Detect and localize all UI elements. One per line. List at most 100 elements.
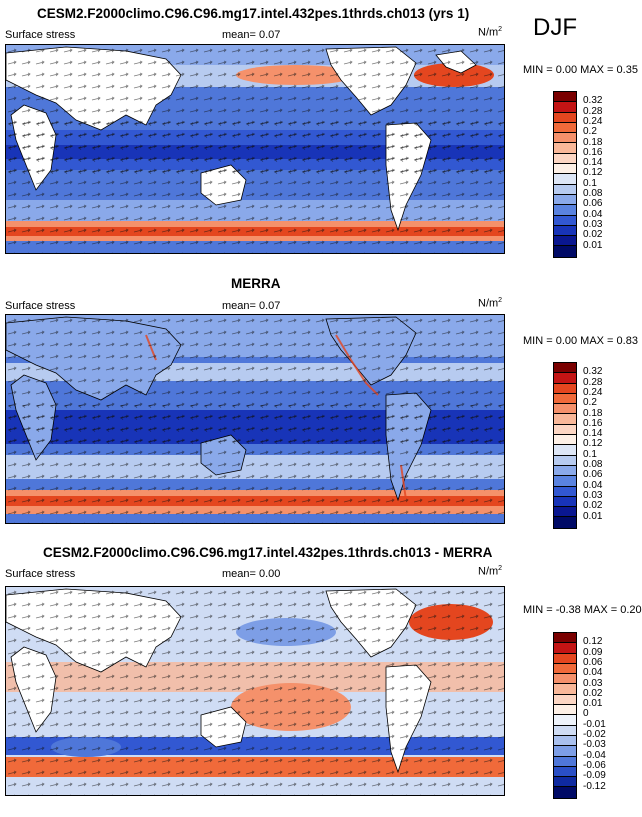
colorbar-tick-label: -0.01: [583, 718, 606, 730]
colorbar-box: [554, 174, 576, 185]
colorbar-tick-label: 0.14: [583, 428, 603, 440]
colorbar-box: [554, 414, 576, 425]
panel-3-title: CESM2.F2000climo.C96.C96.mg17.intel.432p…: [43, 545, 493, 560]
panel-2-title: MERRA: [231, 276, 281, 291]
colorbar-tick-label: 0.04: [583, 667, 603, 679]
colorbar-box: [554, 705, 576, 716]
panel-2-map: [5, 314, 505, 524]
colorbar-tick-label: -0.04: [583, 749, 606, 761]
colorbar-box: [554, 194, 576, 206]
colorbar-tick-label: 0.16: [583, 146, 603, 158]
colorbar-tick-label: 0.06: [583, 469, 603, 481]
colorbar-box: [554, 476, 576, 487]
colorbar-box: [554, 225, 576, 237]
colorbar-tick-label: 0.12: [583, 167, 603, 179]
panel-1-colorbar: [553, 91, 577, 258]
colorbar-box: [554, 153, 576, 165]
colorbar-box: [554, 694, 576, 706]
colorbar-box: [554, 455, 576, 466]
colorbar-tick-label: 0.01: [583, 510, 603, 522]
colorbar-tick-label: 0.08: [583, 188, 603, 199]
colorbar-box: [554, 465, 576, 477]
colorbar-box: [554, 383, 576, 394]
colorbar-tick-label: 0.24: [583, 115, 603, 127]
colorbar-box: [554, 735, 576, 747]
colorbar-box: [554, 404, 576, 415]
colorbar-box: [554, 102, 576, 113]
colorbar-box: [554, 215, 576, 226]
colorbar-tick-label: 0.08: [583, 459, 603, 470]
colorbar-box: [554, 663, 576, 675]
colorbar-box: [554, 164, 576, 175]
colorbar-tick-label: 0.06: [583, 656, 603, 668]
colorbar-box: [554, 496, 576, 508]
colorbar-tick-label: 0.01: [583, 698, 603, 710]
panel-2-variable: Surface stress: [5, 300, 76, 312]
colorbar-box: [554, 393, 576, 405]
panel-1-map-svg: [6, 45, 504, 253]
colorbar-box: [554, 725, 576, 736]
panel-1-map: [5, 44, 505, 254]
colorbar-tick-label: 0.14: [583, 157, 603, 169]
colorbar-box: [554, 363, 576, 374]
panel-1-units: N/m2: [478, 26, 503, 39]
colorbar-tick-label: 0.32: [583, 366, 603, 378]
colorbar-box: [554, 633, 576, 644]
colorbar-box: [554, 653, 576, 664]
colorbar-box: [554, 777, 576, 788]
colorbar-box: [554, 133, 576, 144]
colorbar-box: [554, 112, 576, 123]
colorbar-box: [554, 445, 576, 456]
panel-2-units: N/m2: [478, 297, 503, 310]
colorbar-tick-label: -0.09: [583, 770, 606, 782]
colorbar-tick-label: 0.18: [583, 407, 603, 419]
colorbar-tick-label: 0.01: [583, 239, 603, 251]
colorbar-tick-label: 0.18: [583, 136, 603, 148]
panel-3-map-svg: [6, 587, 504, 795]
colorbar-box: [554, 787, 576, 798]
colorbar-box: [554, 246, 576, 257]
colorbar-box: [554, 746, 576, 757]
panel-3-variable: Surface stress: [5, 568, 76, 580]
colorbar-box: [554, 507, 576, 518]
colorbar-tick-label: 0.03: [583, 489, 603, 501]
panel-1-variable: Surface stress: [5, 29, 76, 41]
colorbar-box: [554, 143, 576, 154]
colorbar-tick-label: 0.32: [583, 95, 603, 107]
colorbar-box: [554, 643, 576, 654]
panel-1-mean: mean= 0.07: [222, 29, 281, 41]
colorbar-box: [554, 373, 576, 384]
colorbar-tick-label: 0.02: [583, 229, 603, 241]
colorbar-tick-label: 0.04: [583, 479, 603, 491]
colorbar-tick-label: 0.2: [583, 397, 597, 409]
colorbar-box: [554, 184, 576, 195]
colorbar-box: [554, 236, 576, 247]
colorbar-tick-label: 0.06: [583, 198, 603, 210]
colorbar-tick-label: -0.06: [583, 759, 606, 771]
colorbar-box: [554, 766, 576, 778]
colorbar-tick-label: 0.03: [583, 677, 603, 689]
colorbar-tick-label: 0: [583, 708, 589, 720]
colorbar-tick-label: 0.24: [583, 386, 603, 398]
colorbar-tick-label: -0.12: [583, 780, 606, 792]
colorbar-tick-label: 0.12: [583, 636, 603, 648]
colorbar-tick-label: 0.28: [583, 376, 603, 388]
panel-3-mean: mean= 0.00: [222, 568, 281, 580]
colorbar-tick-label: 0.16: [583, 417, 603, 429]
panel-3-units: N/m2: [478, 565, 503, 578]
colorbar-tick-label: 0.1: [583, 448, 597, 460]
colorbar-box: [554, 674, 576, 685]
panel-2-map-svg: [6, 315, 504, 523]
panel-3-map: [5, 586, 505, 796]
panel-2-minmax: MIN = 0.00 MAX = 0.83: [523, 335, 638, 347]
panel-2-colorbar: [553, 362, 577, 529]
colorbar-box: [554, 122, 576, 134]
colorbar-tick-label: -0.02: [583, 729, 606, 740]
colorbar-box: [554, 486, 576, 497]
colorbar-box: [554, 684, 576, 695]
colorbar-tick-label: 0.02: [583, 687, 603, 699]
colorbar-tick-label: 0.04: [583, 208, 603, 220]
colorbar-tick-label: 0.2: [583, 126, 597, 138]
season-label: DJF: [533, 14, 577, 41]
panel-1-minmax: MIN = 0.00 MAX = 0.35: [523, 64, 638, 76]
